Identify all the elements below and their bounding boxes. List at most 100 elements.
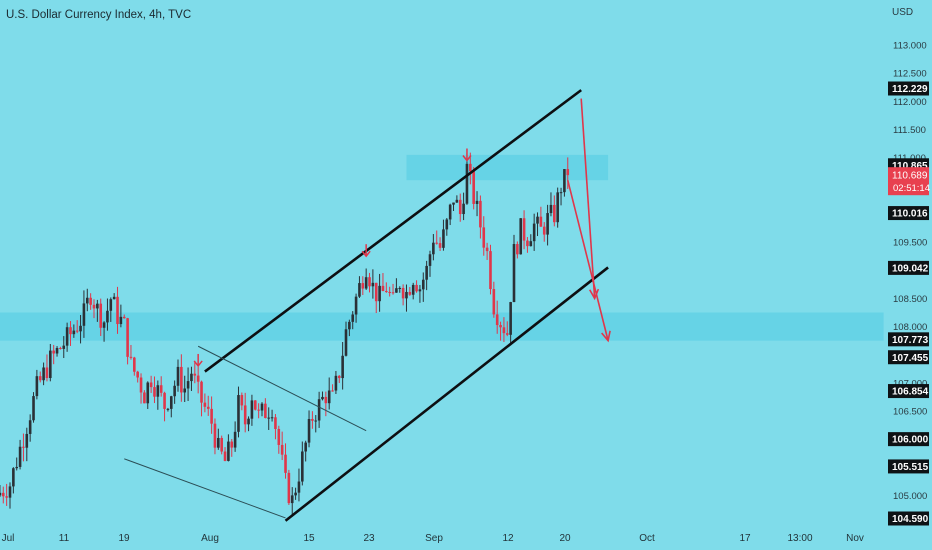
candle-13 <box>42 362 45 386</box>
forecast-arrow-0 <box>580 98 600 301</box>
candle-60 <box>200 380 203 417</box>
candle-99 <box>331 384 334 392</box>
candle-9 <box>28 414 32 442</box>
y-tick-label: 105.000 <box>893 491 927 502</box>
candle-14 <box>45 354 49 382</box>
zone-0 <box>406 154 609 181</box>
trendline-channel-lower <box>284 266 609 522</box>
candle-140 <box>469 152 472 185</box>
candle-34 <box>112 293 116 300</box>
candle-51 <box>169 395 173 418</box>
candle-132 <box>442 219 445 251</box>
candle-39 <box>129 344 133 360</box>
candle-109 <box>364 268 368 290</box>
candle-146 <box>489 244 492 295</box>
candle-143 <box>479 195 482 239</box>
candle-120 <box>401 284 405 306</box>
candle-57 <box>190 366 193 391</box>
marker-arrow-down-2 <box>462 148 472 162</box>
trendlines <box>124 89 609 522</box>
candle-41 <box>136 370 139 383</box>
y-axis: 105.000 106.500 107.000 108.000 108.500 109.5… <box>888 41 930 526</box>
candle-43 <box>143 390 146 404</box>
candle-78 <box>260 402 264 417</box>
candle-54 <box>180 354 183 402</box>
candle-31 <box>102 321 106 342</box>
candle-44 <box>146 381 150 409</box>
svg-text:110.016: 110.016 <box>892 209 928 220</box>
candle-71 <box>237 386 240 438</box>
price-level-tag: 107.773 <box>888 332 929 347</box>
candle-66 <box>220 435 223 455</box>
y-tick-label: 112.000 <box>893 97 927 108</box>
price-level-tag: 109.042 <box>888 260 929 275</box>
candle-55 <box>183 375 187 402</box>
candle-150 <box>502 317 506 343</box>
candle-156 <box>522 210 526 250</box>
candle-30 <box>99 298 103 337</box>
candle-142 <box>475 191 479 217</box>
x-tick-label: 11 <box>59 533 70 544</box>
candle-126 <box>421 272 425 302</box>
candle-21 <box>69 321 72 346</box>
candle-148 <box>495 300 499 334</box>
y-tick-label: 113.000 <box>893 41 927 52</box>
candle-49 <box>163 391 166 422</box>
candle-65 <box>217 428 220 450</box>
candle-145 <box>485 242 489 260</box>
candle-35 <box>116 286 119 334</box>
x-tick-label: Jul <box>2 533 15 544</box>
trendline-descending-lower <box>124 458 286 519</box>
candle-20 <box>65 322 69 352</box>
zone-1 <box>0 312 884 341</box>
svg-text:105.515: 105.515 <box>892 462 929 473</box>
price-level-tag: 110.016 <box>888 206 929 221</box>
trendline-channel-upper <box>204 89 582 373</box>
candle-147 <box>492 281 496 318</box>
signal-markers <box>193 148 472 368</box>
candle-82 <box>274 414 277 440</box>
candle-103 <box>344 321 348 357</box>
candle-10 <box>32 392 35 423</box>
x-tick-label: Nov <box>846 533 864 544</box>
candle-110 <box>368 272 371 293</box>
candle-158 <box>529 234 533 247</box>
candle-119 <box>398 286 402 293</box>
candle-95 <box>317 391 321 428</box>
candle-72 <box>240 392 244 411</box>
y-tick-label: 107.000 <box>893 378 927 389</box>
candle-139 <box>465 153 469 205</box>
candle-128 <box>428 250 432 277</box>
candle-151 <box>505 321 509 337</box>
candle-8 <box>25 427 29 462</box>
candle-22 <box>72 324 76 338</box>
candle-112 <box>374 282 378 314</box>
candle-153 <box>512 234 516 303</box>
candle-92 <box>307 410 311 448</box>
candle-24 <box>79 315 82 344</box>
y-tick-label: 106.500 <box>893 406 927 417</box>
candle-74 <box>247 416 250 432</box>
candle-5 <box>15 457 19 471</box>
candle-135 <box>452 202 455 211</box>
candle-157 <box>526 237 529 253</box>
y-tick-label: 108.000 <box>893 322 927 333</box>
x-tick-label: 15 <box>303 533 315 544</box>
candle-105 <box>351 311 355 330</box>
candle-152 <box>509 301 512 346</box>
candle-59 <box>196 366 200 394</box>
candle-98 <box>327 377 331 410</box>
candle-83 <box>277 425 281 454</box>
price-level-tag: 104.590 <box>888 511 929 526</box>
candle-117 <box>391 283 395 295</box>
candle-127 <box>425 260 428 291</box>
candle-138 <box>462 192 465 221</box>
x-tick-label: 12 <box>502 533 514 544</box>
svg-text:112.229: 112.229 <box>892 84 928 95</box>
candle-115 <box>385 282 388 293</box>
candle-6 <box>18 439 22 470</box>
candle-166 <box>556 187 559 228</box>
candle-106 <box>354 293 358 323</box>
candle-163 <box>546 204 549 246</box>
